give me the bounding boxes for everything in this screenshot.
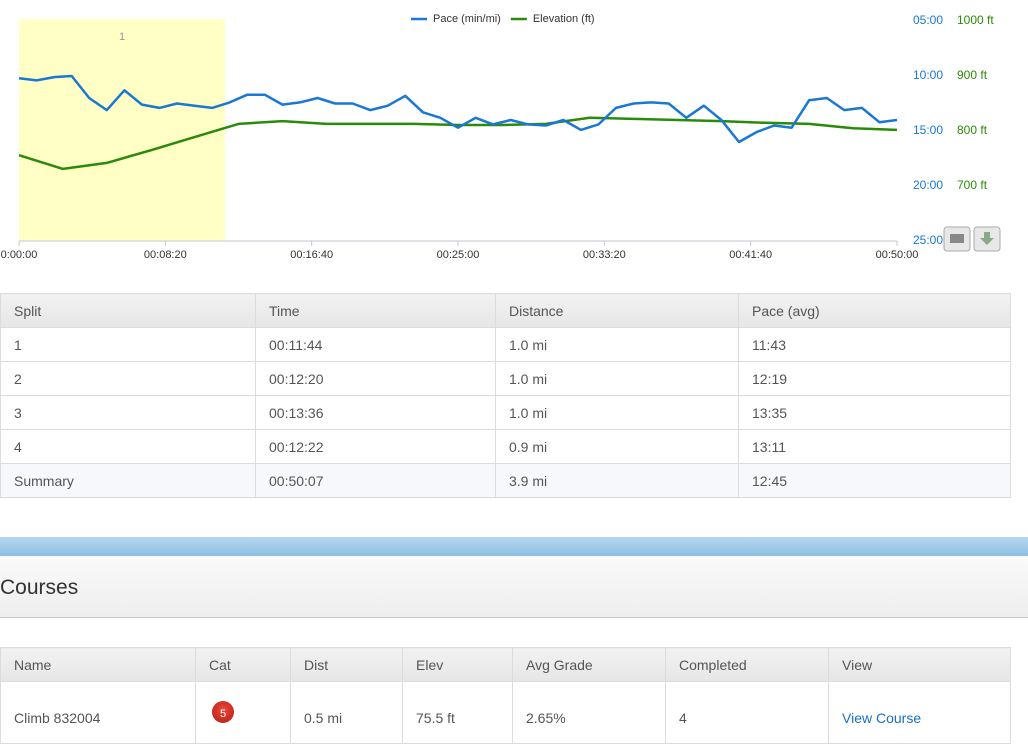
split-band	[19, 19, 226, 241]
x-tick-label: 00:33:20	[583, 249, 626, 261]
download-glyph	[980, 232, 994, 245]
y-tick-label: 25:00	[913, 233, 943, 247]
y2-tick-label: 800 ft	[957, 123, 988, 137]
cell: 1.0 mi	[495, 395, 739, 430]
row: Summary 00:50:07 3.9 mi 12:45	[0, 463, 1011, 498]
cell: 4	[0, 429, 256, 464]
x-tick-label: 00:25:00	[437, 249, 480, 261]
cell: 5	[195, 681, 291, 744]
header-cell: Name	[0, 647, 196, 682]
print-button[interactable]	[943, 226, 971, 252]
cell: 0.5 mi	[290, 681, 403, 744]
x-tick-label: 00:50:00	[876, 249, 919, 261]
cell: 13:11	[738, 429, 1011, 464]
header-cell: Completed	[665, 647, 829, 682]
y-tick-label: 15:00	[913, 123, 943, 137]
row: 4 00:12:22 0.9 mi 13:11	[0, 429, 1011, 464]
header-cell: Cat	[195, 647, 291, 682]
cell: 1.0 mi	[495, 361, 739, 396]
cell: 00:13:36	[255, 395, 496, 430]
x-tick-label: 00:08:20	[144, 249, 187, 261]
cell: 75.5 ft	[402, 681, 513, 744]
cell: 1.0 mi	[495, 327, 739, 362]
category-badge: 5	[212, 700, 234, 723]
cell: 00:12:22	[255, 429, 496, 464]
header-cell: Pace (avg)	[738, 293, 1011, 328]
cell: Summary	[0, 463, 256, 498]
cell: 2	[0, 361, 256, 396]
cell: 00:12:20	[255, 361, 496, 396]
cell: 3	[0, 395, 256, 430]
chart: 1 0:00:00 00:08:20 00:16:40 00:25:00 00:33:20…	[1, 13, 1001, 261]
header-cell: Avg Grade	[512, 647, 666, 682]
cell: 12:19	[738, 361, 1011, 396]
split-band-label: 1	[119, 31, 125, 43]
header-row: Name Cat Dist Elev Avg Grade Completed View	[0, 647, 1011, 682]
x-tick-label: 00:41:40	[729, 249, 772, 261]
header-cell: View	[828, 647, 1011, 682]
splits-table: Split Time Distance Pace (avg) 1 00:11:44 1.0 …	[0, 293, 1011, 498]
series-line	[18, 74, 898, 144]
divider-bar	[0, 537, 1028, 556]
y2-tick-label: 700 ft	[957, 178, 988, 192]
cell: 3.9 mi	[495, 463, 739, 498]
cell: Climb 832004	[0, 681, 196, 744]
legend-label: Elevation (ft)	[533, 13, 595, 25]
courses-table: Name Cat Dist Elev Avg Grade Completed View Cli…	[0, 647, 1011, 744]
header-row: Split Time Distance Pace (avg)	[0, 293, 1011, 328]
cell: View Course	[828, 681, 1011, 744]
cell: 11:43	[738, 327, 1011, 362]
download-button[interactable]	[973, 226, 1001, 252]
row: 2 00:12:20 1.0 mi 12:19	[0, 361, 1011, 396]
cell: 0.9 mi	[495, 429, 739, 464]
legend-label: Pace (min/mi)	[433, 13, 501, 25]
y-tick-label: 05:00	[913, 13, 943, 27]
row: 3 00:13:36 1.0 mi 13:35	[0, 395, 1011, 430]
row: 1 00:11:44 1.0 mi 11:43	[0, 327, 1011, 362]
cell: 1	[0, 327, 256, 362]
print-glyph	[950, 234, 964, 243]
header-cell: Distance	[495, 293, 739, 328]
header-cell: Time	[255, 293, 496, 328]
y-tick-label: 20:00	[913, 178, 943, 192]
y2-tick-label: 900 ft	[957, 68, 988, 82]
x-tick-label: 00:16:40	[290, 249, 333, 261]
view-course-link[interactable]: View Course	[842, 709, 922, 726]
section-title: Courses	[0, 576, 79, 599]
row: Climb 832004 5 0.5 mi 75.5 ft 2.65% 4 View Cou…	[0, 681, 1011, 744]
cell: 2.65%	[512, 681, 666, 744]
header-cell: Split	[0, 293, 256, 328]
cell: 4	[665, 681, 829, 744]
series-line	[18, 116, 898, 171]
y2-tick-label: 1000 ft	[957, 13, 994, 27]
x-tick-label: 0:00:00	[1, 249, 38, 261]
cell: 00:50:07	[255, 463, 496, 498]
courses-header: Courses	[0, 556, 1028, 618]
cell: 13:35	[738, 395, 1011, 430]
cell: 12:45	[738, 463, 1011, 498]
header-cell: Dist	[290, 647, 403, 682]
y-tick-label: 10:00	[913, 68, 943, 82]
cell: 00:11:44	[255, 327, 496, 362]
header-cell: Elev	[402, 647, 513, 682]
